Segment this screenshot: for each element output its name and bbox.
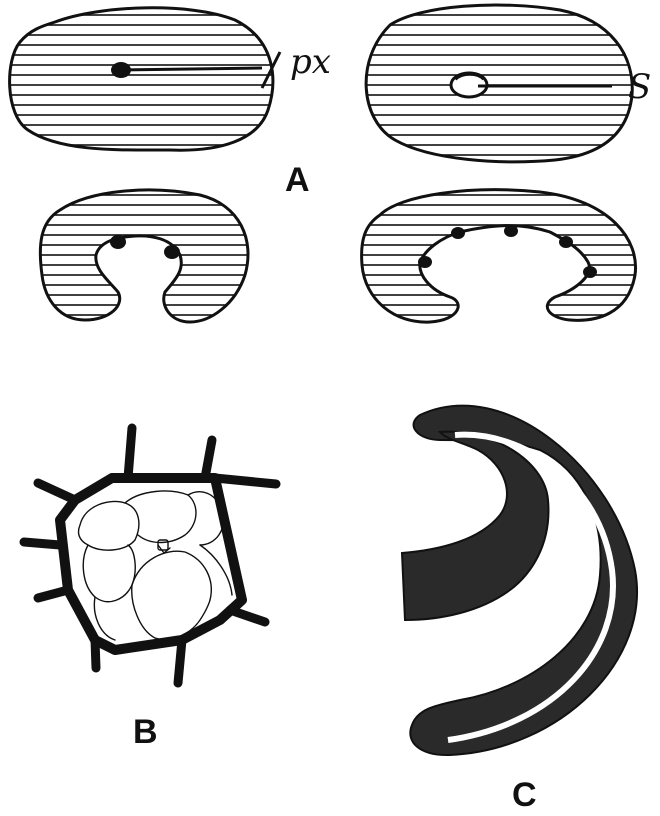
panel-a-oval-right bbox=[364, 3, 634, 164]
label-s: S bbox=[628, 67, 652, 107]
panel-label-c: C bbox=[512, 776, 537, 814]
panel-c-crescent bbox=[400, 404, 638, 757]
panel-a-oval-left bbox=[8, 6, 282, 152]
panel-label-b: B bbox=[133, 713, 158, 751]
panel-label-a: A bbox=[285, 161, 310, 199]
panel-a-kidney-right bbox=[360, 188, 638, 324]
label-px: px bbox=[290, 42, 331, 82]
panel-a-kidney-left bbox=[38, 188, 250, 324]
panel-b-cell bbox=[19, 423, 281, 688]
leader-line-px bbox=[120, 66, 263, 72]
